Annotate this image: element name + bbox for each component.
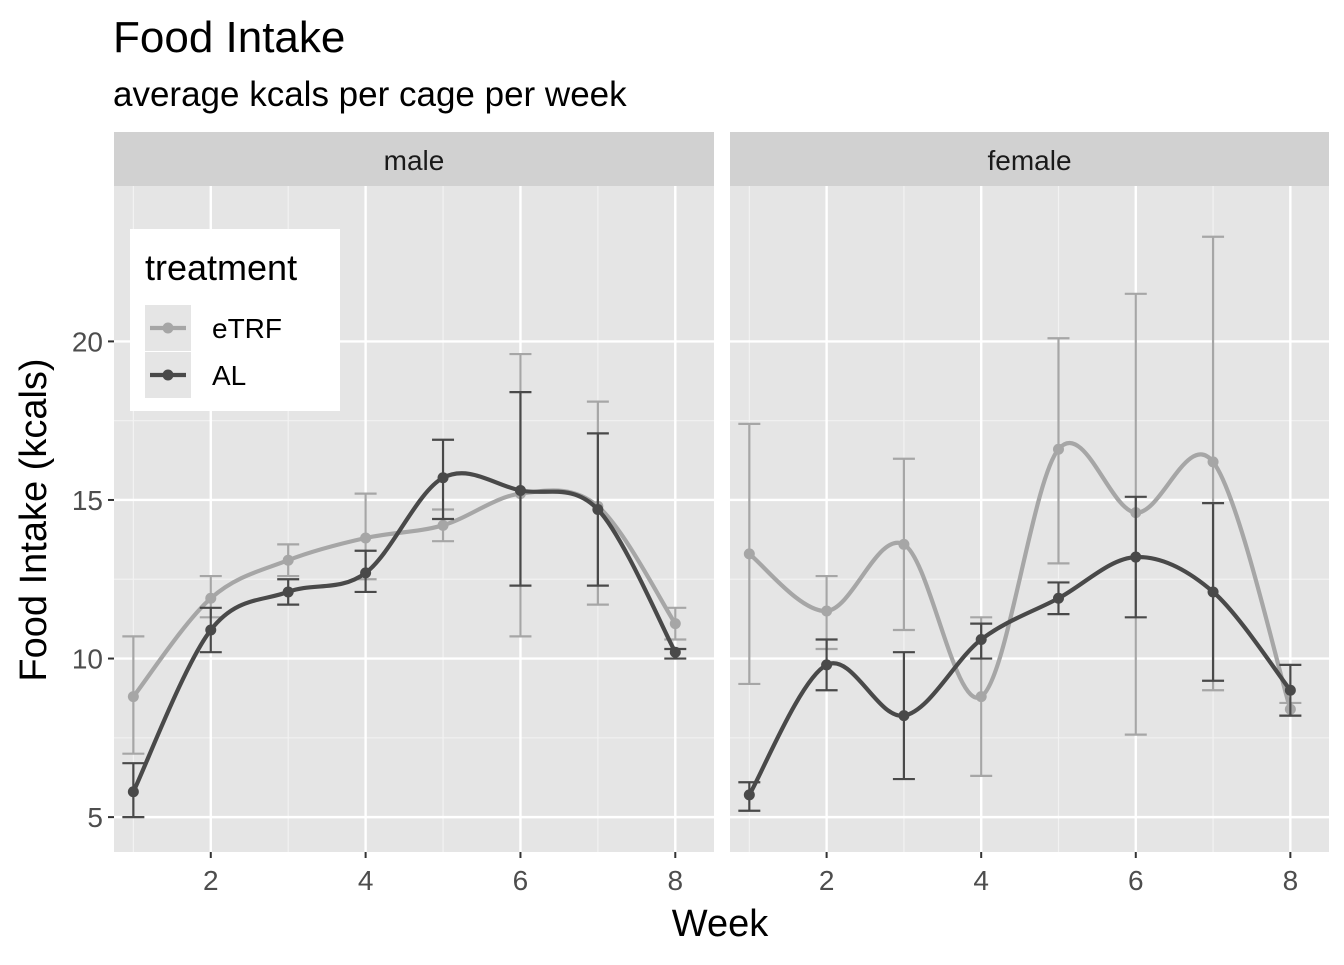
panel-background <box>730 186 1329 852</box>
data-point <box>898 538 910 550</box>
facet-strip <box>730 132 1329 186</box>
data-point <box>1130 551 1142 563</box>
chart-subtitle: average kcals per cage per week <box>113 75 627 114</box>
x-tick-label: 8 <box>668 865 684 896</box>
x-tick-label: 4 <box>973 865 989 896</box>
x-tick-label: 4 <box>358 865 374 896</box>
data-point <box>743 548 755 560</box>
data-point <box>127 691 139 703</box>
data-point <box>1284 684 1296 696</box>
data-point <box>360 532 372 544</box>
y-axis-label: Food Intake (kcals) <box>13 358 55 681</box>
chart-title: Food Intake <box>113 13 345 62</box>
legend-key-point <box>162 322 174 334</box>
data-point <box>975 691 987 703</box>
x-tick-label: 8 <box>1283 865 1299 896</box>
series-AL <box>738 495 1302 812</box>
data-point <box>1052 592 1064 604</box>
data-point <box>898 710 910 722</box>
y-tick-label: 5 <box>87 802 103 833</box>
x-tick-label: 6 <box>513 865 529 896</box>
data-point <box>514 484 526 496</box>
data-point <box>437 519 449 531</box>
data-point <box>127 786 139 798</box>
x-tick-label: 6 <box>1128 865 1144 896</box>
data-point <box>1207 456 1219 468</box>
data-point <box>669 618 681 630</box>
data-point <box>360 567 372 579</box>
data-point <box>821 659 833 671</box>
y-tick-label: 20 <box>72 326 103 357</box>
legend-title: treatment <box>145 247 297 288</box>
legend: treatment eTRF AL <box>130 229 340 411</box>
facet-strip-label: male <box>384 145 445 176</box>
x-axis-label: Week <box>672 903 769 945</box>
data-point <box>437 472 449 484</box>
data-point <box>1052 443 1064 455</box>
data-point <box>205 624 217 636</box>
data-point <box>1207 586 1219 598</box>
legend-entry-label: eTRF <box>212 313 282 344</box>
facet-female: female 2 4 6 8 <box>730 132 1329 896</box>
data-point <box>821 605 833 617</box>
data-point <box>592 503 604 515</box>
data-point <box>743 789 755 801</box>
legend-entry-label: AL <box>212 360 246 391</box>
legend-key-point <box>162 369 174 381</box>
y-tick-label: 15 <box>72 485 103 516</box>
data-point <box>975 634 987 646</box>
facet-strip-label: female <box>987 145 1071 176</box>
facet-strip <box>114 132 714 186</box>
x-tick-label: 2 <box>203 865 219 896</box>
data-point <box>282 586 294 598</box>
y-tick-label: 10 <box>72 644 103 675</box>
series-AL <box>122 391 687 819</box>
data-point <box>669 646 681 658</box>
data-point <box>282 554 294 566</box>
x-tick-label: 2 <box>819 865 835 896</box>
data-point <box>205 592 217 604</box>
